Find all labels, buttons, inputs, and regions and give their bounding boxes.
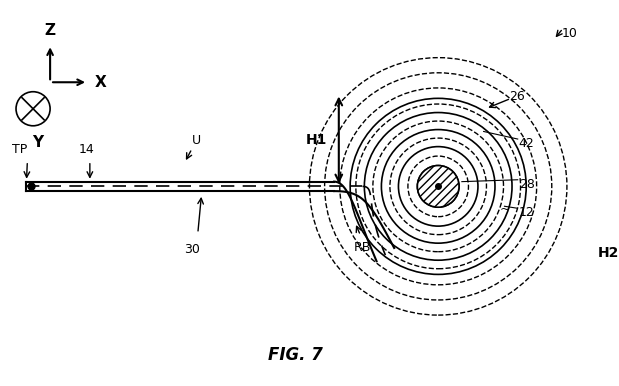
Text: 26: 26 (509, 90, 525, 103)
Text: 28: 28 (519, 178, 535, 191)
Text: Y: Y (32, 135, 43, 150)
Circle shape (417, 166, 459, 207)
Text: U: U (193, 134, 201, 147)
Text: H1: H1 (306, 133, 327, 147)
Text: X: X (95, 75, 106, 90)
Text: RB: RB (354, 241, 371, 254)
Text: 30: 30 (184, 243, 200, 256)
Text: TP: TP (12, 143, 27, 156)
Text: FIG. 7: FIG. 7 (268, 346, 322, 364)
Circle shape (16, 92, 50, 126)
Text: 12: 12 (519, 207, 534, 219)
Text: 14: 14 (78, 143, 94, 156)
Text: 10: 10 (561, 27, 577, 41)
Text: Z: Z (45, 23, 56, 38)
Text: H2: H2 (598, 246, 619, 260)
Text: ~: ~ (499, 203, 509, 216)
Text: 42: 42 (519, 137, 534, 150)
